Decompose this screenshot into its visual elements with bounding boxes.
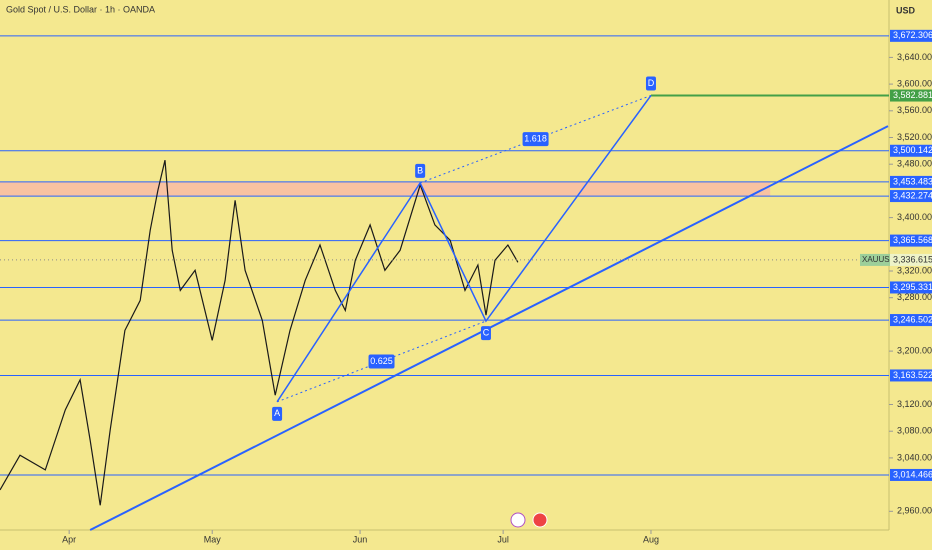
level-badge (890, 190, 932, 203)
ratio-badge (522, 132, 549, 147)
point-label: C (483, 327, 490, 337)
level-label: 3,672.306 (893, 30, 932, 40)
y-tick-label: 2,960.000 (897, 506, 932, 516)
x-tick-label: Jul (497, 534, 509, 544)
level-badge (890, 314, 932, 327)
ratio-label: 0.625 (370, 356, 393, 366)
ratio-badge (368, 354, 395, 369)
y-tick-label: 3,080.000 (897, 426, 932, 436)
y-tick-label: 3,200.000 (897, 345, 932, 355)
price-line (0, 160, 519, 506)
level-label: 3,295.331 (893, 282, 932, 292)
point-badge (645, 76, 656, 91)
point-label: B (417, 165, 423, 175)
abcd-pattern (276, 95, 652, 403)
level-label: 3,453.483 (893, 176, 932, 186)
y-tick-label: 3,480.000 (897, 159, 932, 169)
y-tick-label: 3,520.000 (897, 132, 932, 142)
point-badge (415, 163, 426, 178)
y-tick-label: 3,040.000 (897, 452, 932, 462)
point-badge (480, 326, 491, 341)
level-label: 3,163.522 (893, 370, 932, 380)
flag-icon[interactable] (532, 512, 548, 528)
level-badge (890, 468, 932, 481)
x-tick-label: Jun (353, 534, 368, 544)
y-tick-label: 3,560.000 (897, 105, 932, 115)
point-label: A (274, 408, 280, 418)
level-label: 3,432.274 (893, 190, 932, 200)
currency-label: USD (896, 5, 916, 15)
current-price-label: 3,336.615 (893, 254, 932, 264)
level-badge (890, 281, 932, 294)
level-label: 3,014.466 (893, 469, 932, 479)
symbol-badge (860, 253, 890, 266)
point-label: D (648, 78, 655, 88)
supply-zone (0, 181, 771, 197)
level-badge (890, 144, 932, 157)
ratio-line (419, 94, 652, 184)
level-badge (890, 29, 932, 42)
level-badge (890, 175, 932, 188)
level-label: 3,246.502 (893, 314, 932, 324)
x-tick-label: Apr (62, 534, 76, 544)
level-badge (890, 234, 932, 247)
y-tick-label: 3,280.000 (897, 292, 932, 302)
event-icon[interactable] (510, 512, 526, 528)
x-tick-label: Aug (643, 534, 659, 544)
y-tick-label: 3,320.000 (897, 265, 932, 275)
x-tick-label: May (204, 534, 222, 544)
y-tick-label: 3,600.000 (897, 78, 932, 88)
y-tick-label: 3,640.000 (897, 52, 932, 62)
y-tick-label: 3,400.000 (897, 212, 932, 222)
level-badge (890, 369, 932, 382)
ratio-label: 1.618 (524, 134, 547, 144)
symbol-label: XAUUSD (862, 255, 896, 264)
current-price-badge (890, 253, 932, 266)
level-label: 3,582.881 (893, 90, 932, 100)
point-badge (272, 406, 283, 421)
level-label: 3,500.142 (893, 145, 932, 155)
level-badge (890, 89, 932, 102)
level-label: 3,365.568 (893, 235, 932, 245)
y-tick-label: 3,120.000 (897, 399, 932, 409)
chart-title: Gold Spot / U.S. Dollar · 1h · OANDA (6, 4, 155, 14)
